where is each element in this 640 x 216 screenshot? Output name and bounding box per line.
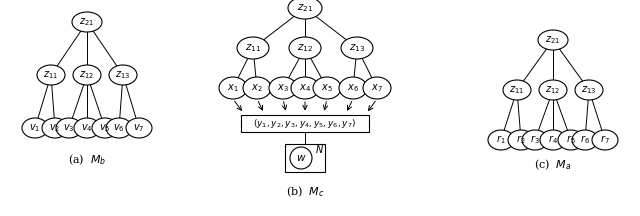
Ellipse shape bbox=[503, 80, 531, 100]
Ellipse shape bbox=[341, 37, 373, 59]
Ellipse shape bbox=[42, 118, 68, 138]
Ellipse shape bbox=[508, 130, 534, 150]
Ellipse shape bbox=[37, 65, 65, 85]
Ellipse shape bbox=[109, 65, 137, 85]
Ellipse shape bbox=[291, 77, 319, 99]
Text: $z_{13}$: $z_{13}$ bbox=[581, 84, 596, 96]
Ellipse shape bbox=[74, 118, 100, 138]
Text: $z_{13}$: $z_{13}$ bbox=[349, 42, 365, 54]
Text: $v_4$: $v_4$ bbox=[81, 122, 93, 134]
Text: $z_{12}$: $z_{12}$ bbox=[545, 84, 561, 96]
Ellipse shape bbox=[313, 77, 341, 99]
Ellipse shape bbox=[126, 118, 152, 138]
Ellipse shape bbox=[363, 77, 391, 99]
Ellipse shape bbox=[237, 37, 269, 59]
Ellipse shape bbox=[56, 118, 82, 138]
Ellipse shape bbox=[592, 130, 618, 150]
Text: $z_{21}$: $z_{21}$ bbox=[545, 34, 561, 46]
Ellipse shape bbox=[73, 65, 101, 85]
Ellipse shape bbox=[558, 130, 584, 150]
Text: $r_6$: $r_6$ bbox=[580, 134, 590, 146]
Text: $z_{11}$: $z_{11}$ bbox=[509, 84, 525, 96]
Text: $r_5$: $r_5$ bbox=[566, 134, 576, 146]
Text: $r_1$: $r_1$ bbox=[496, 134, 506, 146]
Ellipse shape bbox=[540, 130, 566, 150]
Text: (a)  $M_b$: (a) $M_b$ bbox=[68, 153, 106, 167]
Text: $N$: $N$ bbox=[316, 143, 324, 155]
Ellipse shape bbox=[575, 80, 603, 100]
Text: $v_7$: $v_7$ bbox=[133, 122, 145, 134]
Ellipse shape bbox=[72, 12, 102, 32]
Text: $x_6$: $x_6$ bbox=[347, 82, 359, 94]
Ellipse shape bbox=[106, 118, 132, 138]
Ellipse shape bbox=[243, 77, 271, 99]
Bar bbox=[241, 114, 369, 132]
Ellipse shape bbox=[289, 37, 321, 59]
Text: $v_2$: $v_2$ bbox=[49, 122, 61, 134]
Text: (c)  $M_a$: (c) $M_a$ bbox=[534, 158, 572, 172]
Text: $z_{11}$: $z_{11}$ bbox=[245, 42, 261, 54]
Text: $x_7$: $x_7$ bbox=[371, 82, 383, 94]
Bar bbox=[285, 144, 325, 172]
Text: (b)  $M_c$: (b) $M_c$ bbox=[285, 185, 324, 199]
Ellipse shape bbox=[522, 130, 548, 150]
Ellipse shape bbox=[538, 30, 568, 50]
Text: $z_{13}$: $z_{13}$ bbox=[115, 69, 131, 81]
Ellipse shape bbox=[539, 80, 567, 100]
Ellipse shape bbox=[290, 147, 312, 169]
Text: $x_2$: $x_2$ bbox=[252, 82, 263, 94]
Ellipse shape bbox=[219, 77, 247, 99]
Ellipse shape bbox=[339, 77, 367, 99]
Text: $x_4$: $x_4$ bbox=[299, 82, 311, 94]
Ellipse shape bbox=[269, 77, 297, 99]
Ellipse shape bbox=[288, 0, 322, 19]
Ellipse shape bbox=[572, 130, 598, 150]
Text: $(y_1,y_2,y_3,y_4,y_5,y_6,y_7)$: $(y_1,y_2,y_3,y_4,y_5,y_6,y_7)$ bbox=[253, 116, 356, 130]
Ellipse shape bbox=[92, 118, 118, 138]
Text: $z_{12}$: $z_{12}$ bbox=[79, 69, 95, 81]
Text: $v_1$: $v_1$ bbox=[29, 122, 41, 134]
Text: $r_2$: $r_2$ bbox=[516, 134, 526, 146]
Text: $v_5$: $v_5$ bbox=[99, 122, 111, 134]
Text: $v_3$: $v_3$ bbox=[63, 122, 75, 134]
Text: $w$: $w$ bbox=[296, 153, 307, 163]
Text: $r_7$: $r_7$ bbox=[600, 134, 610, 146]
Text: $x_1$: $x_1$ bbox=[227, 82, 239, 94]
Text: $x_5$: $x_5$ bbox=[321, 82, 333, 94]
Text: $z_{11}$: $z_{11}$ bbox=[44, 69, 58, 81]
Text: $r_3$: $r_3$ bbox=[530, 134, 540, 146]
Text: $z_{21}$: $z_{21}$ bbox=[79, 16, 95, 28]
Text: $v_6$: $v_6$ bbox=[113, 122, 125, 134]
Text: $z_{12}$: $z_{12}$ bbox=[297, 42, 313, 54]
Text: $x_3$: $x_3$ bbox=[277, 82, 289, 94]
Ellipse shape bbox=[488, 130, 514, 150]
Text: $z_{21}$: $z_{21}$ bbox=[297, 2, 313, 14]
Ellipse shape bbox=[22, 118, 48, 138]
Text: $r_4$: $r_4$ bbox=[548, 134, 558, 146]
